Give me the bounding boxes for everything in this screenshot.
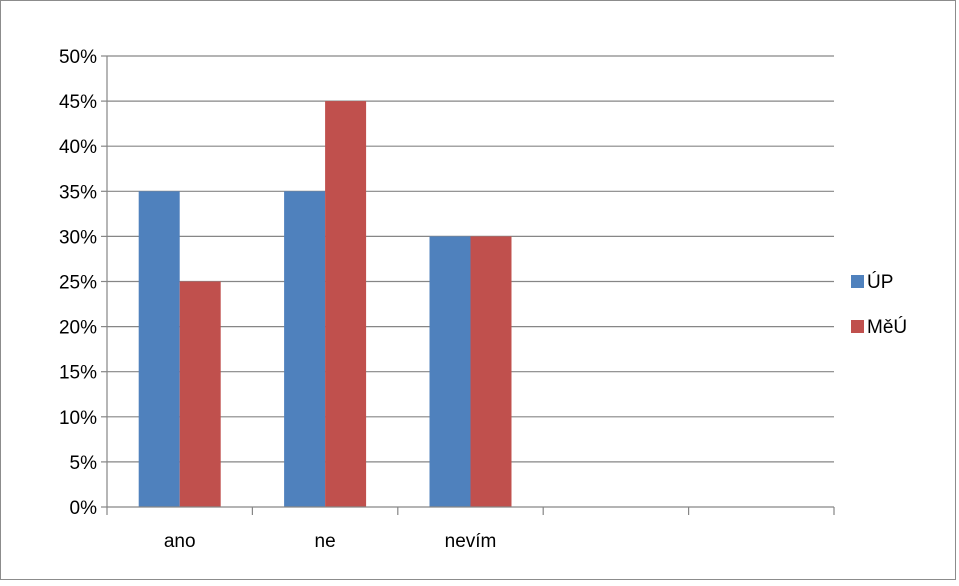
bar-up-2 [429, 236, 471, 507]
x-tick-labels: ano ne nevím [164, 531, 497, 552]
legend: ÚP MěÚ [851, 271, 907, 338]
bar-meu-2 [470, 236, 512, 507]
y-tick-labels: 0% 5% 10% 15% 20% 25% 30% 35% 40% 45% 50% [59, 47, 97, 519]
axes [101, 55, 835, 515]
y-tick-label: 10% [59, 408, 97, 429]
bar-meu-0 [179, 281, 221, 507]
legend-swatch [851, 275, 864, 288]
y-tick-label: 20% [59, 318, 97, 339]
x-tick-label: nevím [445, 531, 497, 552]
bar-meu-1 [325, 101, 367, 507]
bars [138, 101, 512, 508]
y-tick-label: 50% [59, 47, 97, 68]
y-tick-label: 45% [59, 92, 97, 113]
legend-label: ÚP [867, 271, 893, 293]
y-tick-label: 5% [70, 453, 98, 474]
y-tick-label: 40% [59, 137, 97, 158]
y-tick-label: 30% [59, 227, 97, 248]
y-tick-label: 25% [59, 273, 97, 294]
legend-swatch [851, 320, 864, 333]
bar-up-0 [138, 191, 180, 508]
bar-up-1 [284, 191, 326, 508]
y-tick-label: 0% [70, 498, 98, 519]
legend-label: MěÚ [867, 316, 907, 338]
x-tick-label: ne [315, 531, 336, 552]
x-tick-label: ano [164, 531, 196, 552]
y-tick-label: 35% [59, 182, 97, 203]
y-tick-label: 15% [59, 363, 97, 384]
